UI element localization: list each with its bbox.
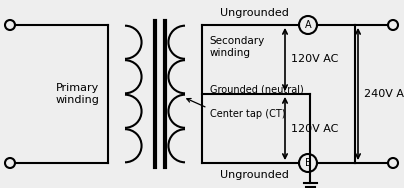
Text: 120V AC: 120V AC xyxy=(291,124,339,133)
Text: B: B xyxy=(305,158,311,168)
Text: Primary
winding: Primary winding xyxy=(56,83,99,105)
Text: 240V AC: 240V AC xyxy=(364,89,404,99)
Text: Secondary
winding: Secondary winding xyxy=(210,36,265,58)
Text: Ungrounded: Ungrounded xyxy=(220,170,289,180)
Text: 120V AC: 120V AC xyxy=(291,55,339,64)
Text: Grounded (neutral): Grounded (neutral) xyxy=(210,84,303,94)
Text: A: A xyxy=(305,20,311,30)
Text: Center tap (CT): Center tap (CT) xyxy=(210,109,285,119)
Text: Ungrounded: Ungrounded xyxy=(220,8,289,18)
